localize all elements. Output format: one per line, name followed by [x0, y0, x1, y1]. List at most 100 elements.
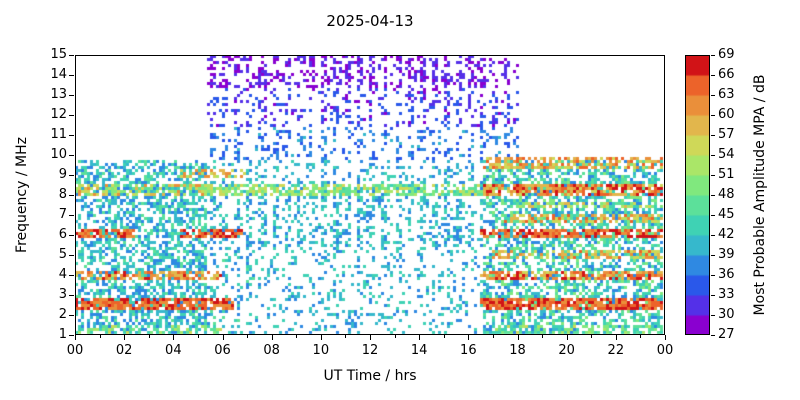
colorbar-label: Most Probable Amplitude MPA / dB [752, 74, 768, 316]
y-tick-mark [69, 235, 74, 236]
colorbar-tick-mark [711, 175, 715, 176]
colorbar-tick-mark [711, 135, 715, 136]
colorbar-tick-mark [711, 295, 715, 296]
x-tick-mark [566, 335, 568, 340]
spectrogram-canvas [75, 55, 665, 335]
x-tick-mark [370, 335, 371, 340]
y-tick-mark [69, 155, 74, 156]
y-tick-mark [69, 315, 74, 316]
x-tick-mark [320, 335, 322, 340]
y-tick-label: 8 [58, 187, 67, 202]
colorbar-tick-mark [711, 335, 715, 336]
y-tick-label: 15 [50, 47, 67, 62]
x-minor-tick-mark [345, 335, 347, 338]
y-tick-label: 5 [58, 247, 67, 262]
x-tick-label: 16 [460, 343, 477, 358]
x-tick-mark [665, 335, 666, 340]
colorbar-tick-mark [711, 275, 715, 276]
chart-title: 2025-04-13 [326, 12, 414, 30]
x-minor-tick-mark [394, 335, 396, 338]
x-tick-mark [468, 335, 470, 340]
y-tick-label: 11 [50, 127, 67, 142]
x-tick-mark [173, 335, 175, 340]
x-minor-tick-mark [542, 335, 544, 338]
x-tick-label: 10 [312, 343, 330, 358]
x-tick-label: 00 [656, 343, 674, 358]
colorbar-canvas [685, 55, 710, 335]
y-tick-label: 13 [50, 87, 67, 102]
colorbar-tick-label: 69 [718, 47, 735, 62]
colorbar-tick-label: 57 [718, 127, 735, 142]
x-tick-mark [271, 335, 273, 340]
colorbar-tick-label: 63 [718, 87, 735, 102]
x-minor-tick-mark [99, 335, 101, 338]
x-tick-label: 12 [361, 343, 379, 358]
x-tick-label: 14 [410, 343, 428, 358]
y-tick-mark [69, 275, 74, 276]
colorbar-tick-label: 33 [718, 287, 735, 302]
colorbar-tick-label: 48 [718, 187, 735, 202]
x-axis-label: UT Time / hrs [323, 368, 417, 384]
y-tick-label: 9 [58, 167, 67, 182]
x-tick-label: 20 [558, 343, 575, 358]
x-minor-tick-mark [640, 335, 642, 338]
x-minor-tick-mark [296, 335, 298, 338]
colorbar-tick-label: 39 [718, 247, 735, 262]
x-minor-tick-mark [247, 335, 249, 338]
x-tick-mark [419, 335, 421, 340]
colorbar-tick-mark [711, 235, 715, 236]
colorbar-tick-mark [711, 195, 715, 196]
y-tick-label: 4 [58, 267, 67, 282]
colorbar-tick-label: 51 [718, 167, 735, 182]
colorbar-tick-label: 54 [718, 147, 735, 162]
colorbar-tick-mark [711, 315, 715, 316]
x-tick-mark [124, 335, 126, 340]
colorbar-tick-mark [711, 255, 715, 256]
y-tick-mark [69, 175, 74, 176]
y-tick-mark [69, 255, 74, 256]
colorbar-tick-mark [711, 95, 715, 96]
y-tick-label: 6 [58, 227, 67, 242]
x-tick-label: 02 [115, 343, 133, 358]
x-minor-tick-mark [492, 335, 494, 338]
colorbar-tick-label: 45 [718, 207, 735, 222]
y-tick-label: 14 [50, 67, 67, 82]
x-tick-mark [222, 335, 224, 340]
y-tick-label: 2 [58, 307, 67, 322]
x-tick-label: 06 [214, 343, 231, 358]
colorbar-tick-label: 42 [718, 227, 735, 242]
y-tick-label: 12 [50, 107, 67, 122]
y-tick-label: 10 [50, 147, 67, 162]
y-tick-label: 1 [58, 327, 67, 342]
colorbar-tick-mark [711, 55, 715, 56]
y-tick-mark [69, 55, 74, 56]
colorbar-tick-mark [711, 75, 715, 76]
y-axis-label: Frequency / MHz [14, 137, 30, 253]
y-tick-mark [69, 95, 74, 96]
y-tick-mark [69, 335, 74, 336]
x-tick-label: 04 [165, 343, 182, 358]
colorbar-tick-label: 36 [718, 267, 735, 282]
x-minor-tick-mark [591, 335, 593, 338]
y-tick-mark [69, 215, 74, 216]
y-tick-mark [69, 135, 74, 136]
colorbar-tick-mark [711, 115, 715, 116]
y-tick-label: 3 [58, 287, 67, 302]
x-tick-label: 00 [66, 343, 84, 358]
x-tick-mark [75, 335, 76, 340]
x-tick-mark [615, 335, 617, 340]
y-tick-label: 7 [58, 207, 67, 222]
x-tick-label: 18 [509, 343, 526, 358]
x-tick-mark [517, 335, 519, 340]
colorbar-tick-label: 66 [718, 67, 735, 82]
colorbar-tick-mark [711, 155, 715, 156]
y-tick-mark [69, 195, 74, 196]
x-tick-label: 22 [607, 343, 625, 358]
x-minor-tick-mark [148, 335, 150, 338]
colorbar-tick-label: 30 [718, 307, 735, 322]
y-tick-mark [69, 115, 74, 116]
colorbar-tick-mark [711, 215, 715, 216]
y-tick-mark [69, 295, 74, 296]
colorbar-tick-label: 60 [718, 107, 735, 122]
